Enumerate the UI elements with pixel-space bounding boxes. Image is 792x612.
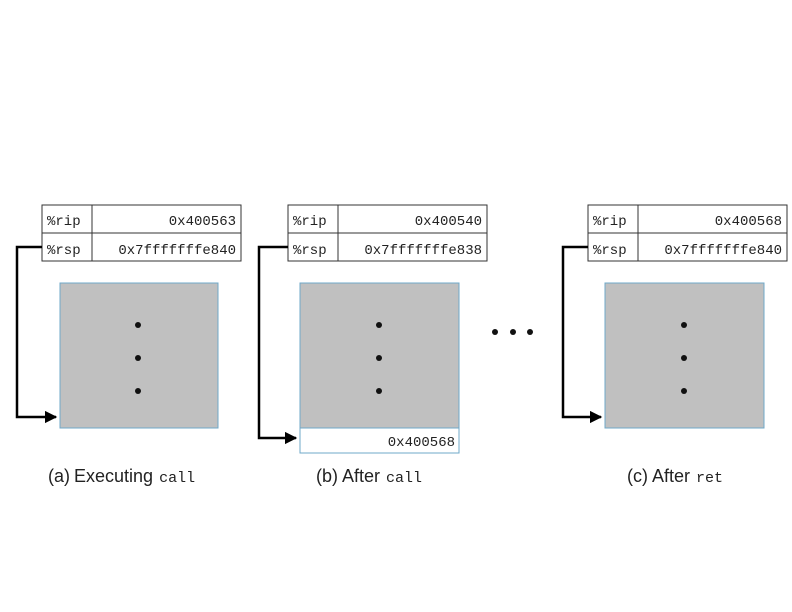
register-name-rsp: %rsp: [593, 243, 627, 259]
caption-c: (c) After ret: [627, 466, 723, 487]
ellipsis-dot: [135, 355, 141, 361]
panel-c: %rip 0x400568 %rsp 0x7fffffffe840 (c) Aft…: [561, 204, 788, 487]
ellipsis-dot: [681, 322, 687, 328]
panel-a: %rip 0x400563 %rsp 0x7fffffffe840 (a) Exe…: [15, 204, 242, 487]
rsp-pointer-arrow: [15, 245, 58, 424]
register-value-rip: 0x400540: [415, 214, 482, 230]
register-name-rip: %rip: [593, 214, 627, 230]
panel-b: %rip 0x400540 %rsp 0x7fffffffe838 0x4005…: [257, 204, 488, 487]
register-table-a: %rip 0x400563 %rsp 0x7fffffffe840: [41, 204, 242, 262]
register-value-rsp: 0x7fffffffe838: [364, 243, 482, 259]
register-name-rsp: %rsp: [293, 243, 327, 259]
ellipsis-dot: [527, 329, 533, 335]
register-value-rsp: 0x7fffffffe840: [118, 243, 236, 259]
ellipsis-dot: [376, 322, 382, 328]
caption-b: (b) After call: [316, 466, 422, 487]
rsp-pointer-arrow: [561, 245, 603, 424]
stack-top-entry: [299, 427, 460, 454]
ellipsis-dot: [510, 329, 516, 335]
ellipsis-dot: [135, 322, 141, 328]
ellipsis-dot: [376, 388, 382, 394]
register-table-b: %rip 0x400540 %rsp 0x7fffffffe838: [287, 204, 488, 262]
register-table-c: %rip 0x400568 %rsp 0x7fffffffe840: [587, 204, 788, 262]
register-value-rsp: 0x7fffffffe840: [664, 243, 782, 259]
horizontal-ellipsis: [492, 329, 533, 335]
register-value-rip: 0x400563: [169, 214, 236, 230]
ellipsis-dot: [681, 388, 687, 394]
rsp-pointer-arrow: [257, 245, 298, 445]
register-name-rsp: %rsp: [47, 243, 81, 259]
register-value-rip: 0x400568: [715, 214, 782, 230]
ellipsis-dot: [492, 329, 498, 335]
return-address: 0x400568: [388, 435, 455, 451]
ellipsis-dot: [135, 388, 141, 394]
register-name-rip: %rip: [47, 214, 81, 230]
register-name-rip: %rip: [293, 214, 327, 230]
caption-a: (a) Executing call: [48, 466, 195, 487]
ellipsis-dot: [376, 355, 382, 361]
ellipsis-dot: [681, 355, 687, 361]
